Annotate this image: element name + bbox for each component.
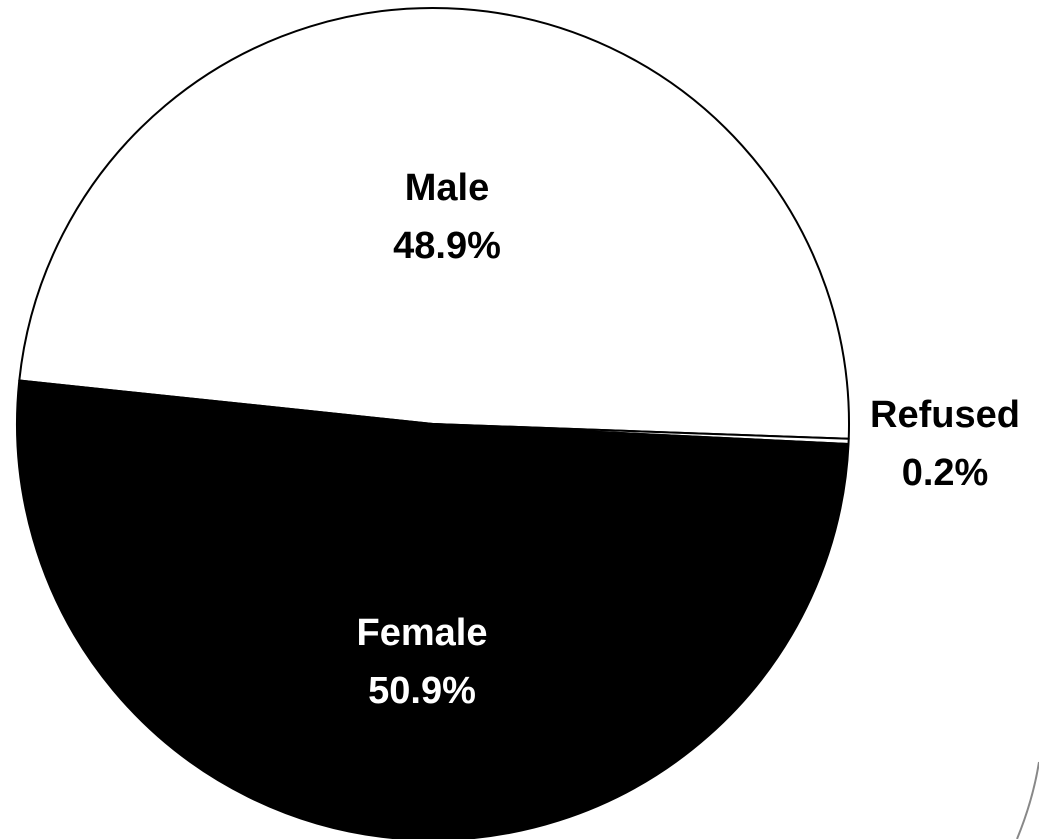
pie-slice-female bbox=[16, 379, 850, 839]
slice-value-refused: 0.2% bbox=[902, 452, 989, 494]
slice-label-refused: Refused bbox=[870, 394, 1020, 436]
slice-value-male: 48.9% bbox=[393, 225, 501, 267]
slices-layer bbox=[16, 6, 851, 839]
pie-slice-male bbox=[18, 6, 851, 440]
decorative-curve bbox=[1016, 761, 1039, 839]
labels-layer: Male 48.9% Refused 0.2% Female 50.9% bbox=[357, 167, 1020, 712]
slice-value-female: 50.9% bbox=[368, 670, 476, 712]
slice-label-female: Female bbox=[357, 612, 488, 654]
slice-label-male: Male bbox=[405, 167, 489, 209]
